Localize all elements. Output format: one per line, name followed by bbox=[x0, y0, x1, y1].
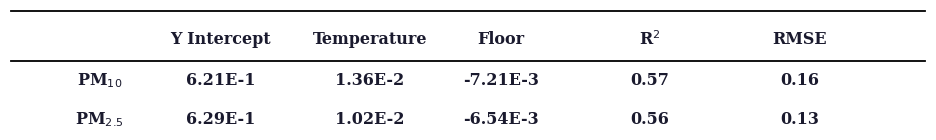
Text: PM$_{10}$: PM$_{10}$ bbox=[77, 72, 122, 90]
Text: PM$_{2.5}$: PM$_{2.5}$ bbox=[75, 110, 124, 129]
Text: 1.36E-2: 1.36E-2 bbox=[335, 73, 404, 89]
Text: -6.54E-3: -6.54E-3 bbox=[462, 111, 538, 128]
Text: 0.57: 0.57 bbox=[631, 73, 669, 89]
Text: Y Intercept: Y Intercept bbox=[170, 31, 271, 48]
Text: 0.56: 0.56 bbox=[631, 111, 669, 128]
Text: R$^2$: R$^2$ bbox=[639, 31, 661, 49]
Text: RMSE: RMSE bbox=[772, 31, 826, 48]
Text: Floor: Floor bbox=[477, 31, 524, 48]
Text: Temperature: Temperature bbox=[313, 31, 427, 48]
Text: 0.16: 0.16 bbox=[780, 73, 819, 89]
Text: 6.21E-1: 6.21E-1 bbox=[186, 73, 256, 89]
Text: 1.02E-2: 1.02E-2 bbox=[335, 111, 404, 128]
Text: 0.13: 0.13 bbox=[780, 111, 819, 128]
Text: 6.29E-1: 6.29E-1 bbox=[186, 111, 256, 128]
Text: -7.21E-3: -7.21E-3 bbox=[462, 73, 538, 89]
